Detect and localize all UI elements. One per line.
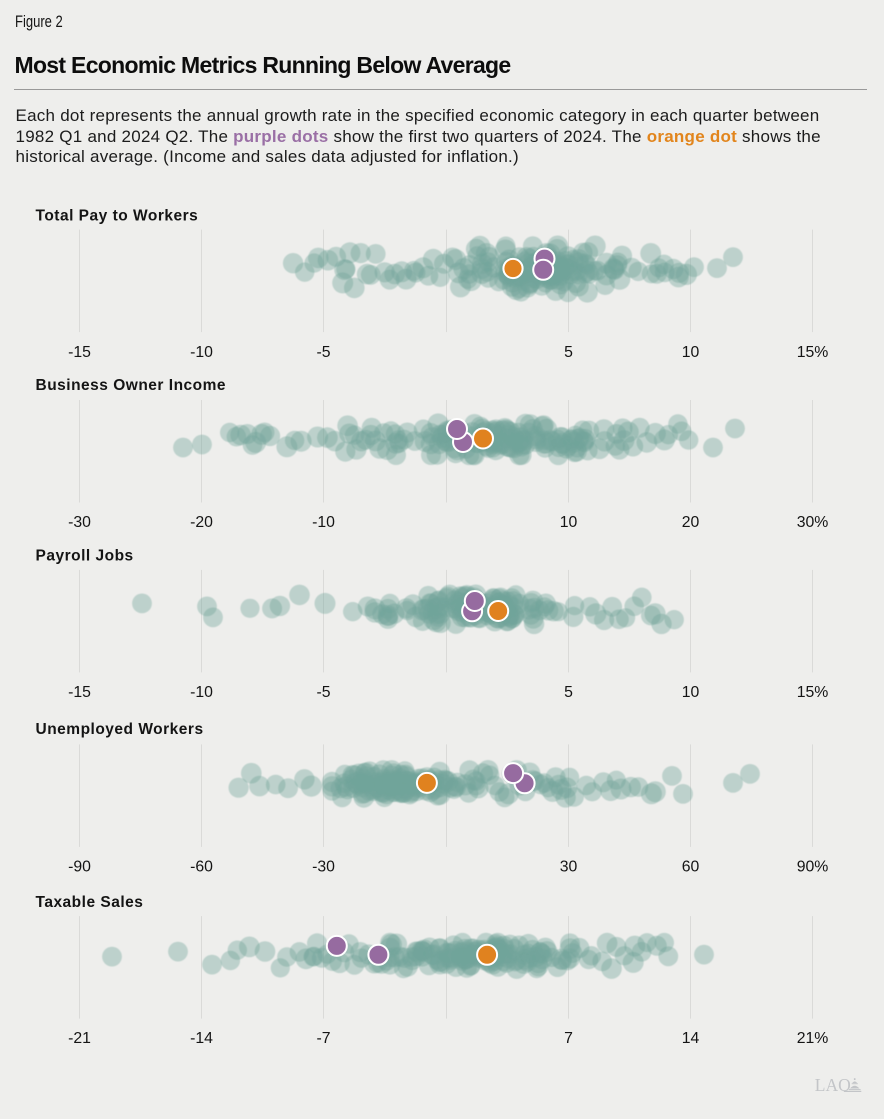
- svg-text:5: 5: [564, 344, 573, 361]
- svg-text:-14: -14: [190, 1030, 213, 1047]
- svg-text:10: 10: [560, 514, 578, 531]
- svg-text:-90: -90: [68, 858, 91, 875]
- svg-text:14: 14: [682, 1030, 700, 1047]
- svg-text:-21: -21: [68, 1030, 91, 1047]
- svg-text:-5: -5: [316, 344, 330, 361]
- svg-text:90%: 90%: [797, 858, 829, 875]
- svg-text:30: 30: [560, 858, 578, 875]
- svg-text:Taxable Sales: Taxable Sales: [36, 894, 144, 911]
- svg-text:Unemployed Workers: Unemployed Workers: [36, 721, 204, 738]
- svg-text:-7: -7: [316, 1030, 330, 1047]
- svg-text:Business Owner Income: Business Owner Income: [36, 377, 227, 394]
- svg-text:15%: 15%: [797, 684, 829, 701]
- svg-text:-30: -30: [68, 514, 91, 531]
- svg-text:15%: 15%: [797, 344, 829, 361]
- svg-text:20: 20: [682, 514, 700, 531]
- svg-text:-60: -60: [190, 858, 213, 875]
- svg-text:Total Pay to Workers: Total Pay to Workers: [36, 207, 199, 224]
- svg-text:10: 10: [682, 344, 700, 361]
- svg-text:30%: 30%: [797, 514, 829, 531]
- svg-text:-30: -30: [312, 858, 335, 875]
- svg-text:10: 10: [682, 684, 700, 701]
- svg-text:5: 5: [564, 684, 573, 701]
- svg-text:21%: 21%: [797, 1030, 829, 1047]
- svg-text:LAO: LAO: [815, 1075, 851, 1095]
- svg-text:-10: -10: [190, 684, 213, 701]
- svg-text:-15: -15: [68, 684, 91, 701]
- svg-text:7: 7: [564, 1030, 573, 1047]
- svg-text:-15: -15: [68, 344, 91, 361]
- svg-text:-10: -10: [190, 344, 213, 361]
- svg-text:Payroll Jobs: Payroll Jobs: [36, 547, 134, 564]
- svg-text:60: 60: [682, 858, 700, 875]
- svg-text:-20: -20: [190, 514, 213, 531]
- svg-text:-5: -5: [316, 684, 330, 701]
- svg-text:-10: -10: [312, 514, 335, 531]
